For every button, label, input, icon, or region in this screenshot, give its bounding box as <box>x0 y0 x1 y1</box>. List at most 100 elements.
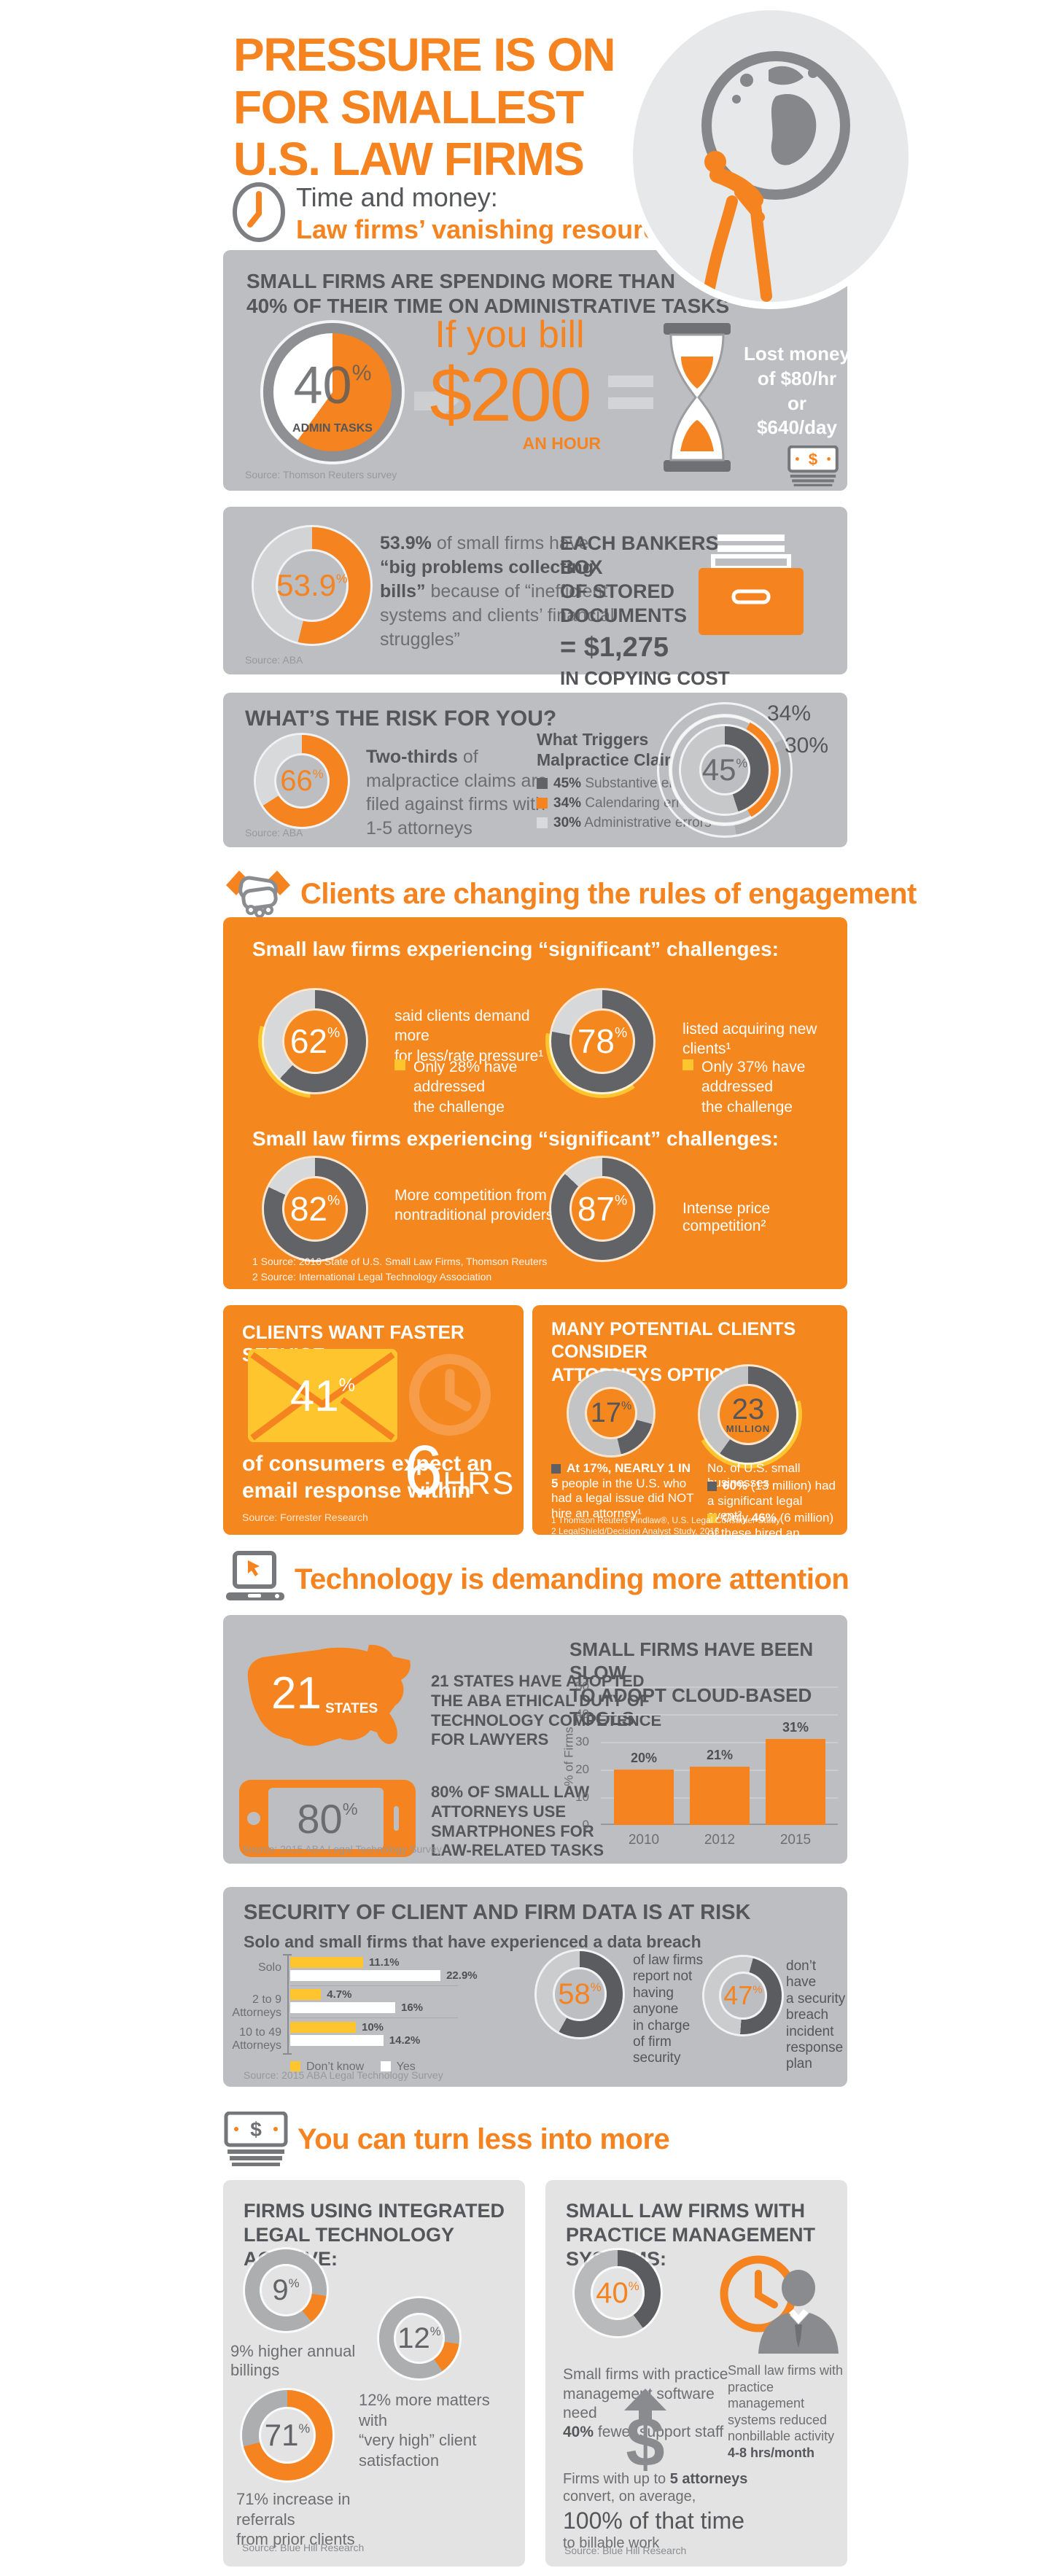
panel-left-source: Source: Blue Hill Research <box>242 2542 365 2553</box>
caption-12: 12% more matters with “very high” client… <box>359 2391 490 2470</box>
security-source: Source: 2015 ABA Legal Technology Survey <box>244 2069 443 2081</box>
donut-66: 66% <box>256 735 348 827</box>
amber-swatch <box>394 1059 405 1070</box>
y-axis-label: % of Firms <box>561 1727 576 1786</box>
breach-bar-chart: Solo 11.1% 22.9% 2 to 9 Attorneys 4.7% 16% 10 … <box>223 1953 529 2069</box>
donut-58: 58% <box>537 1951 623 2037</box>
cloud-bar-chart: 50 40 30 20 10 0 20% 2010 21% 2012 31% 2015 % of F… <box>562 1679 843 1854</box>
orange-box-footnotes: 1 Source: 2016 State of U.S. Small Law F… <box>252 1256 548 1283</box>
amber-swatch <box>290 2061 300 2071</box>
box3-text: Two-thirds of malpractice claims are fil… <box>366 747 548 838</box>
usa-map-icon <box>247 1644 411 1746</box>
admin-tasks-pie: 40% ADMIN TASKS <box>263 323 402 462</box>
challenges-subheading-2: Small law firms experiencing “significan… <box>252 1127 779 1150</box>
caption-dollar: Firms with up to 5 attorneys convert, on… <box>563 2471 748 2552</box>
globe-icon <box>701 51 850 302</box>
laptop-icon <box>226 1551 284 1600</box>
challenges-subheading-1: Small law firms experiencing “significan… <box>252 938 779 960</box>
box3-source: Source: ABA <box>245 827 303 838</box>
stat-62-addressed: Only 28% have addressed the challenge <box>394 1057 569 1117</box>
section-c-title: You can turn less into more <box>298 2123 670 2155</box>
bankers-box-icon <box>699 534 804 635</box>
faster-service-body: of consumers expect an email response wi… <box>242 1452 493 1503</box>
atlas-globe-illustration <box>626 3 916 309</box>
donut-71: 71% <box>242 2390 332 2480</box>
svg-text:$: $ <box>250 2118 262 2141</box>
stat-87-label: Intense price competition² <box>682 1200 771 1234</box>
caption-40: Small firms with practice management sof… <box>563 2366 728 2440</box>
box1-heading: SMALL FIRMS ARE SPENDING MORE THAN 40% O… <box>246 270 730 318</box>
panel-right-source: Source: Blue Hill Research <box>564 2545 687 2556</box>
white-swatch <box>380 2061 391 2071</box>
donut-47: 47% <box>704 1957 782 2034</box>
section-technology: 21 STATES 21 STATES HAVE ADOPTED THE ABA… <box>223 1615 847 1864</box>
bill-block: If you bill $200 AN HOUR <box>429 314 601 454</box>
ring-label-34: 34% <box>767 701 812 725</box>
clock-silhouette-icon <box>409 1354 491 1436</box>
donut-62: 62% <box>264 990 366 1092</box>
kicker-em: Law firms’ vanishing resources <box>296 214 688 244</box>
six-hours: 6HRS <box>404 1431 516 1509</box>
stat-78-label: listed acquiring new clients¹ <box>682 1021 817 1058</box>
legend-item: 30% Administrative errors <box>537 815 711 831</box>
svg-text:$: $ <box>626 2403 664 2476</box>
smartphone-icon: 80% <box>239 1780 416 1857</box>
phone-text: 80% OF SMALL LAW ATTORNEYS USE SMARTPHON… <box>431 1783 604 1860</box>
clock-icon <box>233 182 285 242</box>
stat-62-label: said clients demand more for less/rate p… <box>394 1008 544 1065</box>
section-collecting-bills: 53.9% 53.9% of small firms have “big pro… <box>223 507 847 689</box>
box2-source: Source: ABA <box>245 654 303 666</box>
axis-line <box>287 1954 289 2055</box>
panel-attorneys-optional: MANY POTENTIAL CLIENTS CONSIDER ATTORNEY… <box>532 1305 847 1535</box>
plot-area: 20% 2010 21% 2012 31% 2015 <box>601 1686 838 1848</box>
box3-heading: WHAT’S THE RISK FOR YOU? <box>245 707 557 731</box>
panel-integrated-tech: FIRMS USING INTEGRATED LEGAL TECHNOLOGY … <box>223 2180 525 2567</box>
tech-source: Source: 2015 ABA Legal Technology Survey <box>242 1843 442 1855</box>
hourglass-icon <box>664 323 731 472</box>
donut-82: 82% <box>264 1158 366 1260</box>
panel-faster-service: CLIENTS WANT FASTER SERVICE 41% of consu… <box>223 1305 524 1535</box>
legend-46: Only 46% (6 million) of these hired an a… <box>707 1511 834 1535</box>
box1-source: Source: Thomson Reuters survey <box>245 469 397 480</box>
section-admin-tasks: SMALL FIRMS ARE SPENDING MORE THAN 40% O… <box>223 250 850 491</box>
section-challenges: Small law firms experiencing “significan… <box>223 917 847 1289</box>
map-21: 21 <box>271 1668 322 1719</box>
caption-9: 9% higher annual billings <box>230 2342 356 2379</box>
money-stack-icon: $ <box>224 2112 288 2166</box>
small-biz-title: No. of U.S. small businesses <box>707 1461 801 1490</box>
section-b-title: Technology is demanding more attention <box>295 1563 849 1595</box>
caption-71: 71% increase in referrals from prior cli… <box>236 2490 355 2548</box>
amber-swatch <box>707 1514 717 1523</box>
breach-legend: Don’t know Yes <box>290 2061 416 2074</box>
section-a-title: Clients are changing the rules of engage… <box>300 878 917 910</box>
section-risk: WHAT’S THE RISK FOR YOU? 66% Two-thirds … <box>223 693 847 847</box>
handshake-icon <box>226 871 290 918</box>
donut-78: 78% <box>551 990 653 1092</box>
ring-label-30: 30% <box>785 734 829 758</box>
donut-53-9: 53.9% <box>254 527 370 644</box>
dark-swatch <box>707 1482 717 1491</box>
faster-service-source: Source: Forrester Research <box>242 1511 368 1523</box>
stat-58-text: of law firms report not having anyone in… <box>633 1953 704 2066</box>
bankers-box-text: EACH BANKERS BOX OF STORED DOCUMENTS = $… <box>560 532 730 690</box>
stat-47-text: don’t have a security breach incident re… <box>786 1958 846 2072</box>
legend-swatch-orange <box>537 798 548 809</box>
cloud-chart-title: SMALL FIRMS HAVE BEEN SLOW TO ADOPT CLOU… <box>569 1638 814 1730</box>
box2-text: 53.9% of small firms have “big problems … <box>380 533 615 650</box>
legend-17: At 17%, NEARLY 1 IN 5 people in the U.S.… <box>551 1461 694 1521</box>
security-title: SECURITY OF CLIENT AND FIRM DATA IS AT R… <box>244 1901 751 1924</box>
attorneys-optional-footnotes: 1 Thomson Reuters Findlaw®, U.S. Legal C… <box>551 1515 781 1535</box>
envelope-icon: 41% <box>248 1349 397 1442</box>
triple-ring-donut: 45% 34% 30% <box>659 701 828 836</box>
section-security: SECURITY OF CLIENT AND FIRM DATA IS AT R… <box>223 1887 847 2087</box>
caption-clock: Small law firms with practice management… <box>728 2363 844 2460</box>
donut-40: 40% <box>575 2250 661 2336</box>
stat-78-addressed: Only 37% have addressed the challenge <box>682 1057 843 1117</box>
lost-money-text: Lost money of $80/hr or $640/day <box>744 343 850 439</box>
donut-23-million: 23 MILLION <box>700 1366 796 1463</box>
page-title: PRESSURE IS ON FOR SMALLEST U.S. LAW FIR… <box>233 28 616 186</box>
ring-45: 45% <box>681 726 769 814</box>
legend-swatch-light <box>537 817 548 829</box>
amber-swatch <box>682 1059 693 1070</box>
